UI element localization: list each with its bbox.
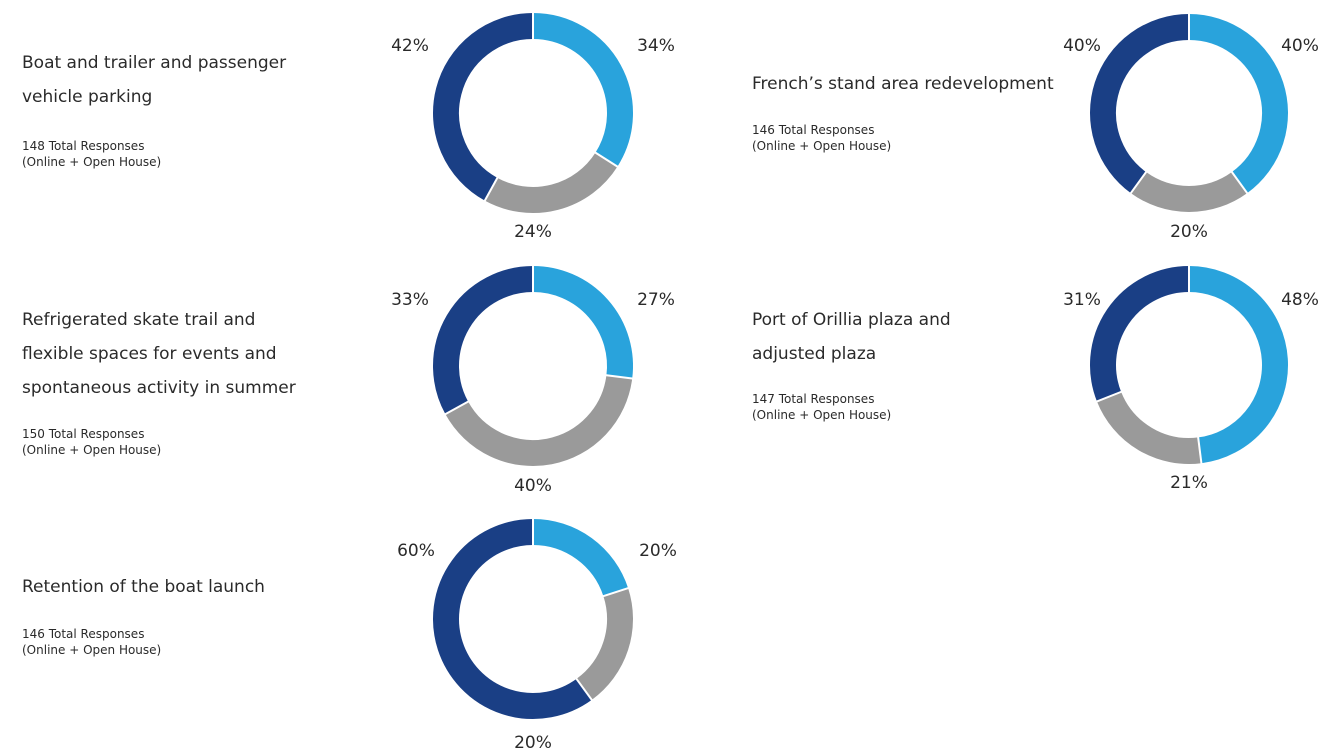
chart-3-responses-source: (Online + Open House) — [22, 443, 162, 457]
donut-2-separator — [1230, 170, 1249, 195]
donut-4-separator — [1095, 390, 1123, 403]
donut-4-separator — [1197, 436, 1203, 465]
chart-4-responses: 147 Total Responses (Online + Open House… — [752, 391, 891, 423]
donut-2-label-no: 40% — [1063, 36, 1101, 56]
chart-1-responses-count: 148 Total Responses — [22, 139, 145, 153]
donut-5-separator — [575, 677, 594, 702]
chart-5-responses: 146 Total Responses (Online + Open House… — [22, 626, 161, 658]
donut-5-label-no: 60% — [397, 541, 435, 561]
chart-4-title: Port of Orillia plaza and adjusted plaza — [752, 303, 1082, 371]
donut-3-slice-yes — [532, 266, 633, 379]
donut-2-separator — [1129, 170, 1148, 195]
donut-2-slice-neutral — [1130, 171, 1248, 212]
chart-1-responses: 148 Total Responses (Online + Open House… — [22, 138, 161, 170]
chart-2-responses-source: (Online + Open House) — [752, 139, 892, 153]
donut-1-label-no: 42% — [391, 36, 429, 56]
donut-1-slice-yes — [532, 13, 633, 167]
chart-2-responses: 146 Total Responses (Online + Open House… — [752, 122, 891, 154]
donut-chart-2: 40% 20% 40% — [1063, 13, 1319, 242]
donut-2-label-yes: 40% — [1281, 36, 1319, 56]
chart-2-title-line-1: French’s stand area redevelopment — [752, 74, 1054, 94]
chart-5-responses-count: 146 Total Responses — [22, 627, 145, 641]
donut-3-separator — [605, 374, 634, 380]
donut-1-separator — [594, 151, 619, 168]
chart-4-title-line-2: adjusted plaza — [752, 344, 877, 364]
donut-chart-4: 48% 21% 31% — [1063, 265, 1319, 493]
chart-3-title-line-1: Refrigerated skate trail and — [22, 310, 256, 330]
donut-5-label-neutral: 20% — [514, 733, 552, 753]
donut-2-label-neutral: 20% — [1170, 222, 1208, 242]
donut-1-slice-neutral — [484, 152, 618, 213]
donut-3-separator — [444, 400, 470, 416]
chart-4-responses-count: 147 Total Responses — [752, 392, 875, 406]
donut-3-slice-neutral — [445, 374, 633, 466]
donut-4-slice-yes — [1188, 266, 1288, 464]
donut-4-slice-neutral — [1096, 391, 1202, 464]
donut-3-label-no: 33% — [391, 290, 429, 310]
donut-5-slice-yes — [532, 519, 629, 597]
chart-1-title: Boat and trailer and passenger vehicle p… — [22, 46, 342, 114]
chart-1-title-line-2: vehicle parking — [22, 87, 153, 107]
chart-3-title-line-2: flexible spaces for events and — [22, 344, 277, 364]
chart-3-title: Refrigerated skate trail and flexible sp… — [22, 303, 352, 405]
chart-4-responses-source: (Online + Open House) — [752, 408, 892, 422]
donut-3-label-neutral: 40% — [514, 476, 552, 496]
donut-1-slice-no — [433, 13, 534, 201]
donut-chart-5: 20% 20% 60% — [397, 518, 677, 753]
donut-4-label-yes: 48% — [1281, 290, 1319, 310]
chart-2-responses-count: 146 Total Responses — [752, 123, 875, 137]
chart-3-responses-count: 150 Total Responses — [22, 427, 145, 441]
chart-5-title-line-1: Retention of the boat launch — [22, 577, 265, 597]
chart-1-responses-source: (Online + Open House) — [22, 155, 162, 169]
donut-chart-3: 27% 40% 33% — [391, 265, 675, 496]
donut-5-label-yes: 20% — [639, 541, 677, 561]
donut-4-slice-no — [1090, 266, 1190, 402]
donut-1-label-yes: 34% — [637, 36, 675, 56]
chart-5-title: Retention of the boat launch — [22, 570, 352, 604]
chart-3-title-line-3: spontaneous activity in summer — [22, 378, 296, 398]
donut-1-label-neutral: 24% — [514, 222, 552, 242]
donut-5-slice-neutral — [576, 588, 633, 700]
chart-4-title-line-1: Port of Orillia plaza and — [752, 310, 951, 330]
donut-4-label-no: 31% — [1063, 290, 1101, 310]
chart-5-responses-source: (Online + Open House) — [22, 643, 162, 657]
donut-1-separator — [483, 176, 499, 202]
chart-3-responses: 150 Total Responses (Online + Open House… — [22, 426, 161, 458]
donut-4-label-neutral: 21% — [1170, 473, 1208, 493]
donut-2-slice-no — [1090, 14, 1190, 194]
donut-2-slice-yes — [1188, 14, 1288, 194]
chart-1-title-line-1: Boat and trailer and passenger — [22, 53, 287, 73]
donut-3-slice-no — [433, 266, 534, 415]
chart-2-title: French’s stand area redevelopment — [752, 67, 1082, 101]
donut-chart-1: 34% 24% 42% — [391, 12, 675, 242]
donut-5-slice-no — [433, 519, 592, 719]
donut-3-label-yes: 27% — [637, 290, 675, 310]
donut-5-separator — [602, 586, 630, 598]
